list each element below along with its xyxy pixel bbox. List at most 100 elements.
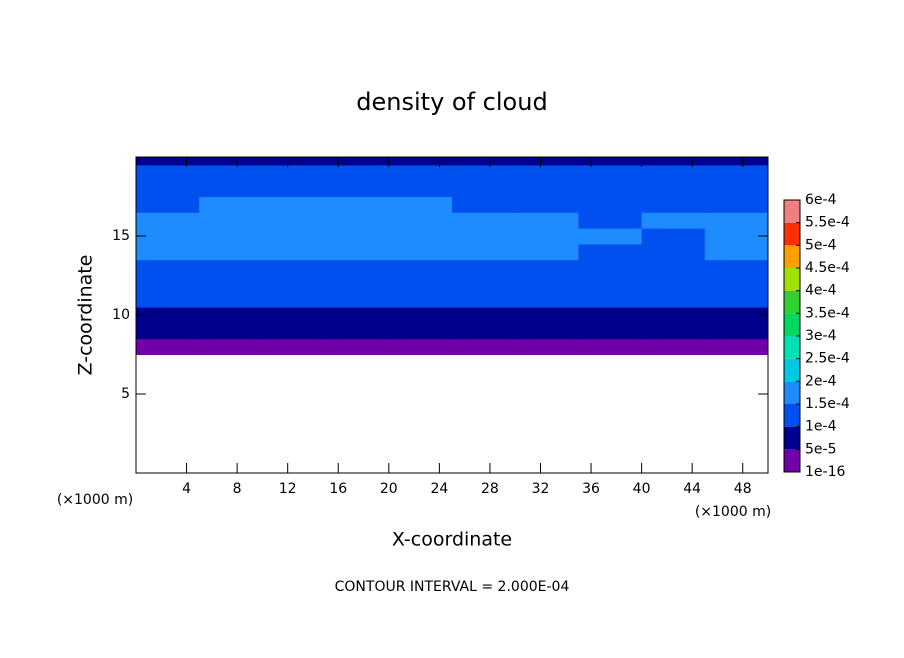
contour-cell	[704, 275, 768, 292]
contour-cell	[325, 275, 390, 292]
contour-cell	[199, 322, 263, 340]
contour-cell	[136, 228, 200, 245]
contour-cell	[641, 180, 706, 197]
contour-cell	[515, 157, 579, 166]
contour-cell	[388, 275, 453, 292]
contour-cell	[452, 228, 516, 245]
colorbar-band	[784, 381, 800, 404]
y-tick-label: 10	[112, 307, 130, 323]
contour-cell	[388, 196, 453, 213]
contour-cell	[136, 212, 200, 229]
colorbar-label: 3.5e-4	[805, 305, 850, 321]
x-tick-label: 44	[683, 481, 701, 497]
contour-cell	[452, 275, 516, 292]
colorbar-label: 2e-4	[805, 373, 837, 389]
contour-cell	[325, 164, 390, 182]
contour-cell	[388, 212, 453, 229]
contour-cell	[578, 338, 643, 355]
contour-cell	[641, 259, 706, 276]
contour-cell	[136, 338, 200, 355]
y-axis-label: Z-coordinate	[75, 255, 97, 376]
colorbar-label: 3e-4	[805, 328, 837, 344]
contour-cell	[452, 338, 516, 355]
colorbar-label: 4e-4	[805, 283, 837, 299]
contour-cell	[515, 259, 579, 276]
contour-cell	[452, 307, 516, 324]
contour-cell	[262, 196, 327, 213]
contour-cell	[452, 291, 516, 308]
contour-cell	[641, 212, 706, 229]
contour-cell	[136, 307, 200, 324]
contour-cell	[641, 164, 706, 182]
contour-cell	[325, 259, 390, 276]
contour-cell	[199, 196, 263, 213]
contour-cell	[578, 212, 643, 229]
contour-cell	[578, 196, 643, 213]
x-unit: (×1000 m)	[695, 504, 771, 520]
contour-cell	[641, 322, 706, 340]
colorbar-band	[784, 404, 800, 427]
x-tick-label: 24	[430, 481, 448, 497]
contour-cell	[136, 243, 200, 261]
contour-cell	[325, 307, 390, 324]
x-axis-label: X-coordinate	[392, 529, 512, 551]
contour-cell	[578, 322, 643, 340]
contour-cell	[325, 196, 390, 213]
contour-cell	[704, 322, 768, 340]
colorbar-band	[784, 313, 800, 336]
contour-cell	[641, 307, 706, 324]
contour-cell	[388, 338, 453, 355]
contour-cell	[641, 228, 706, 245]
contour-cell	[704, 164, 768, 182]
y-tick-label: 5	[121, 386, 130, 402]
colorbar-band	[784, 336, 800, 359]
contour-cell	[199, 307, 263, 324]
contour-cell	[578, 307, 643, 324]
contour-cell	[199, 243, 263, 261]
contour-cell	[388, 157, 453, 166]
contour-cell	[515, 338, 579, 355]
colorbar-label: 2.5e-4	[805, 351, 850, 367]
contour-cell	[578, 275, 643, 292]
contour-cell	[641, 196, 706, 213]
contour-cell	[452, 164, 516, 182]
contour-cell	[199, 228, 263, 245]
contour-cell	[704, 259, 768, 276]
contour-cell	[515, 228, 579, 245]
contour-cell	[704, 243, 768, 261]
chart-title: density of cloud	[356, 88, 547, 116]
contour-cell	[704, 212, 768, 229]
contour-cell	[515, 180, 579, 197]
contour-cell	[578, 228, 643, 245]
colorbar-band	[784, 200, 800, 223]
contour-cell	[704, 291, 768, 308]
contour-cell	[136, 157, 200, 166]
contour-cell	[641, 338, 706, 355]
contour-cell	[325, 157, 390, 166]
x-tick-label: 48	[734, 481, 752, 497]
contour-cell	[199, 157, 263, 166]
contour-cell	[704, 228, 768, 245]
colorbar-band	[784, 268, 800, 291]
colorbar-band	[784, 449, 800, 472]
contour-cell	[515, 196, 579, 213]
contour-cell	[325, 228, 390, 245]
x-tick-label: 12	[279, 481, 297, 497]
contour-cell	[578, 243, 643, 261]
contour-cell	[136, 291, 200, 308]
x-tick-label: 40	[633, 481, 651, 497]
x-tick-label: 8	[233, 481, 242, 497]
y-tick-label: 15	[112, 228, 130, 244]
contour-cell	[199, 164, 263, 182]
x-tick-label: 32	[532, 481, 550, 497]
contour-cell	[641, 157, 706, 166]
contour-cell	[704, 196, 768, 213]
contour-cell	[388, 164, 453, 182]
contour-cell	[388, 259, 453, 276]
contour-cell	[136, 322, 200, 340]
colorbar-label: 1.5e-4	[805, 396, 850, 412]
x-tick-label: 4	[182, 481, 191, 497]
contour-cell	[388, 322, 453, 340]
contour-cell	[199, 180, 263, 197]
